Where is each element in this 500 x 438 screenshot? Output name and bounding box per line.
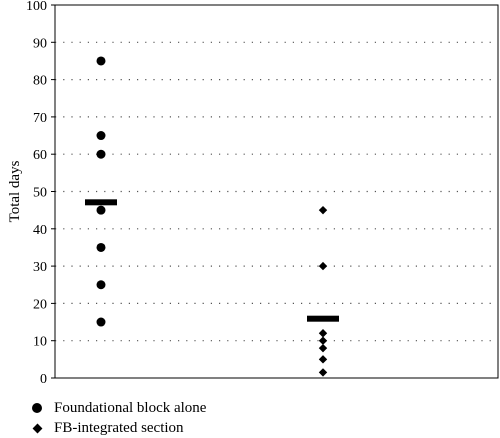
y-tick-label-30: 30 xyxy=(33,260,47,275)
legend: Foundational block alone FB-integrated s… xyxy=(30,398,206,438)
circle-marker-icon xyxy=(30,401,44,415)
point-series1-5 xyxy=(96,280,106,290)
y-tick-label-60: 60 xyxy=(33,148,47,163)
point-series1-6 xyxy=(96,317,106,327)
legend-label: Foundational block alone xyxy=(54,399,207,416)
point-series1-4 xyxy=(96,242,106,252)
gridlines xyxy=(55,41,498,342)
y-axis-label: Total days xyxy=(7,160,23,222)
data-marks xyxy=(85,56,339,377)
point-series2-5 xyxy=(318,355,328,364)
y-tick-label-40: 40 xyxy=(33,223,47,238)
point-series2-3 xyxy=(318,336,328,345)
mean-bar-series2 xyxy=(307,315,339,322)
legend-item-fb-integrated: FB-integrated section xyxy=(30,418,206,438)
y-tick-label-90: 90 xyxy=(33,36,47,51)
y-tick-label-80: 80 xyxy=(33,74,47,89)
y-tick-label-10: 10 xyxy=(33,335,47,350)
y-tick-label-50: 50 xyxy=(33,186,47,201)
chart: 0 10 20 30 40 50 60 70 80 90 100 Total days xyxy=(7,0,499,387)
legend-item-foundational-block: Foundational block alone xyxy=(30,398,206,418)
mean-bar-series1 xyxy=(85,199,117,206)
point-series1-0 xyxy=(96,56,106,66)
diamond-marker-icon xyxy=(30,421,44,435)
point-series2-2 xyxy=(318,329,328,338)
point-series2-4 xyxy=(318,343,328,353)
point-series1-3 xyxy=(96,205,106,215)
point-series2-1 xyxy=(318,261,328,271)
point-series1-2 xyxy=(96,149,106,159)
y-tick-label-0: 0 xyxy=(40,372,47,387)
y-tick-label-70: 70 xyxy=(33,111,47,126)
plot-frame xyxy=(54,4,499,379)
point-series1-1 xyxy=(96,131,106,141)
y-tick-label-100: 100 xyxy=(26,0,47,14)
legend-label: FB-integrated section xyxy=(54,419,184,436)
y-tick-label-20: 20 xyxy=(33,297,47,312)
point-series2-6 xyxy=(318,368,328,377)
y-axis-ticks: 0 10 20 30 40 50 60 70 80 90 100 xyxy=(26,0,55,387)
point-series2-0 xyxy=(318,205,328,215)
